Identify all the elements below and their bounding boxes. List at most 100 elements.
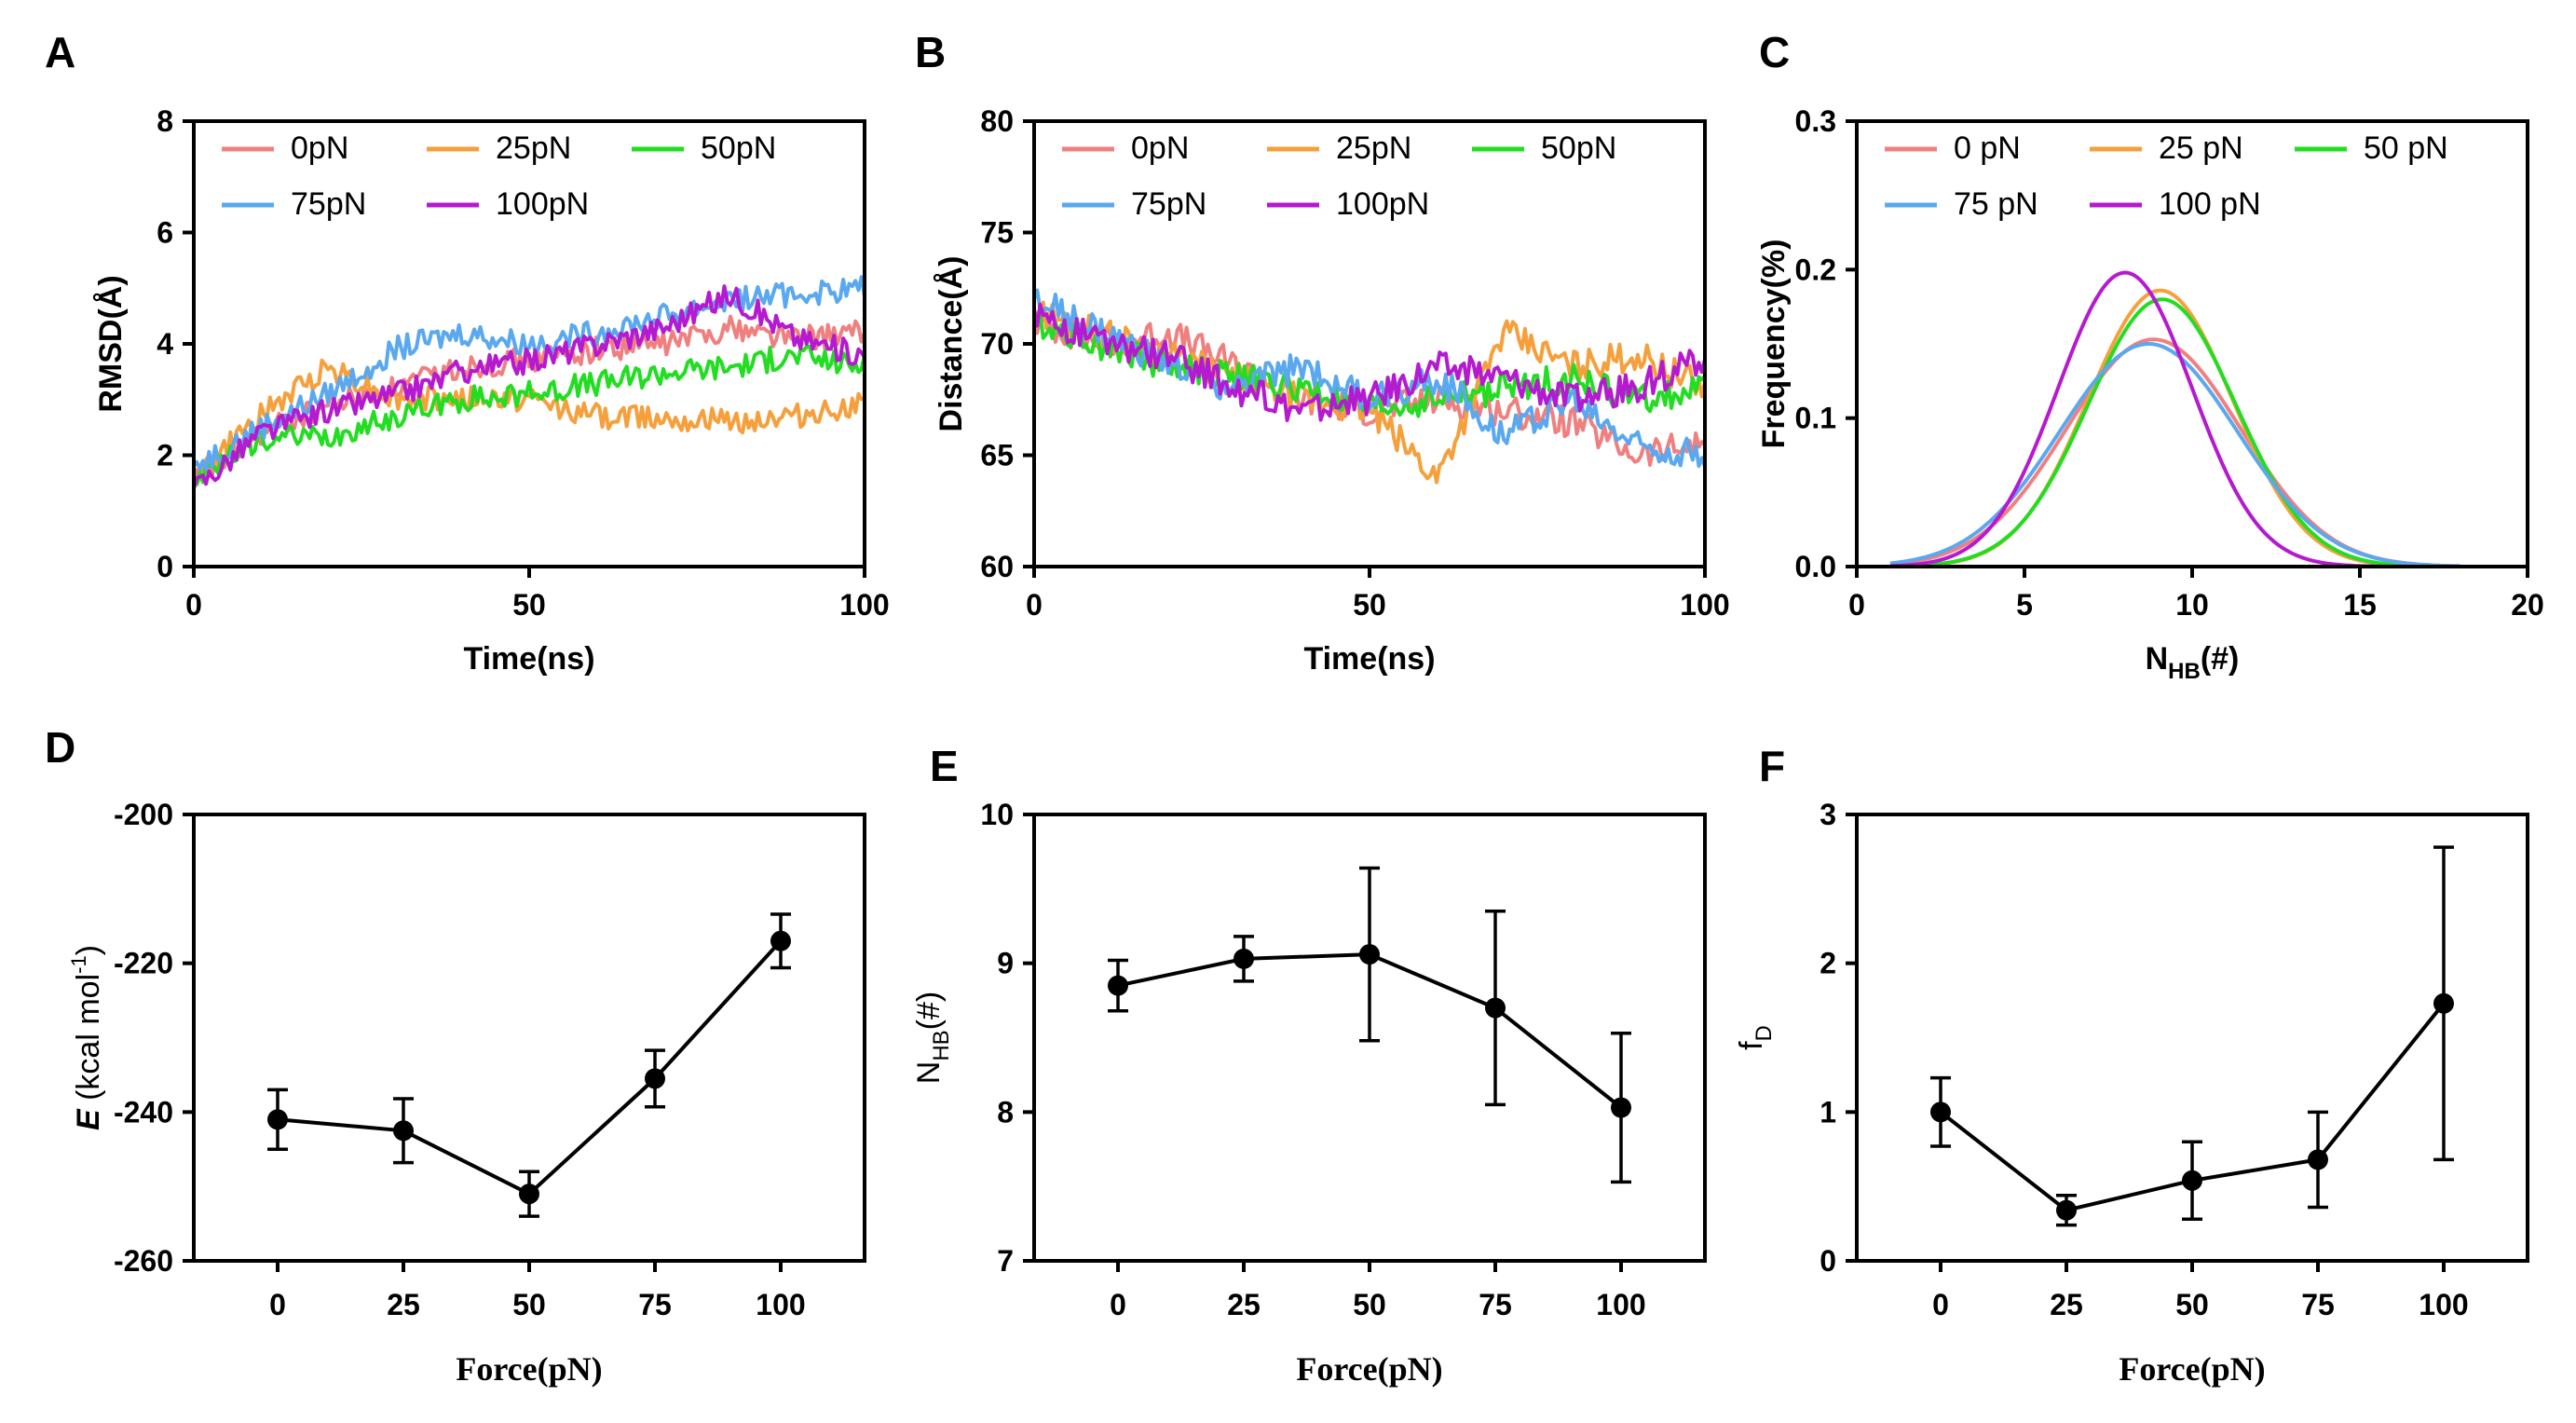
data-point — [519, 1184, 539, 1205]
x-tick-label: 20 — [2511, 588, 2544, 622]
y-tick-label: 0.2 — [1795, 253, 1836, 286]
series-line-25 — [192, 358, 865, 486]
panel-letter-e: E — [930, 742, 959, 790]
data-point — [2308, 1149, 2328, 1170]
y-tick-label: 7 — [997, 1244, 1014, 1278]
y-tick-label: 6 — [157, 216, 173, 250]
x-tick-label: 25 — [1227, 1288, 1261, 1321]
y-axis-label: Distance(Å) — [934, 256, 969, 432]
legend-label: 25pN — [1336, 130, 1411, 166]
y-tick-label: 1 — [1820, 1095, 1836, 1129]
legend-label: 0pN — [291, 130, 348, 166]
y-tick-label: 0.0 — [1795, 550, 1836, 583]
y-tick-label: 4 — [157, 327, 173, 361]
y-tick-label: 75 — [980, 216, 1014, 250]
x-tick-label: 75 — [638, 1288, 672, 1321]
y-tick-label: -260 — [114, 1244, 173, 1278]
series-line-50 — [193, 345, 866, 486]
x-axis-label: Time(ns) — [463, 641, 594, 677]
y-axis-label: Frequency(%) — [1756, 239, 1792, 449]
panel-c-frequency-chart: 0 5 10 15 20 0.0 0.1 0.2 0.3 NHB(#) Frequency(%) 0 … — [1756, 104, 2544, 684]
panel-a-rmsd-chart: 0 50 100 0 2 4 6 8 Time(ns) RMSD(Å) 0pN 25pN 50pN 75p… — [93, 104, 890, 677]
x-tick-label: 25 — [387, 1288, 420, 1321]
x-tick-label: 50 — [512, 1288, 546, 1321]
x-tick-label: 15 — [2343, 588, 2377, 622]
y-tick-label: 0 — [157, 550, 173, 583]
y-tick-label: 0.1 — [1795, 402, 1836, 435]
x-tick-label: 100 — [756, 1288, 805, 1321]
legend-label: 100pN — [1336, 186, 1429, 222]
legend-label: 50pN — [701, 130, 776, 166]
y-axis-label: fD — [1734, 1025, 1777, 1050]
legend-label: 100pN — [496, 186, 589, 222]
x-tick-label: 0 — [1848, 588, 1865, 622]
data-point — [2433, 992, 2454, 1014]
y-tick-label: 65 — [980, 439, 1014, 472]
y-tick-label: 0.3 — [1795, 104, 1836, 138]
x-tick-label: 0 — [269, 1288, 286, 1321]
x-tick-label: 0 — [1932, 1288, 1949, 1321]
data-point — [2056, 1199, 2077, 1221]
panel-letter-a: A — [45, 28, 75, 76]
data-line — [277, 939, 783, 1197]
series-line-100 — [1889, 270, 2460, 568]
x-tick-label: 5 — [2016, 588, 2033, 622]
y-tick-label: -240 — [114, 1095, 173, 1129]
panel-e-nhb-chart: 0 25 50 75 100 7 8 9 10 Force(pN) NHB(#) — [911, 798, 1707, 1388]
x-tick-label: 100 — [839, 588, 889, 622]
y-axis-label: E (kcal mol-1) — [67, 945, 106, 1130]
series-line-100 — [192, 284, 866, 489]
x-axis-label: NHB(#) — [2146, 641, 2240, 684]
legend-label: 75 pN — [1954, 186, 2038, 222]
y-tick-label: 2 — [157, 439, 173, 472]
y-tick-label: 60 — [980, 550, 1014, 583]
legend-label: 100 pN — [2159, 186, 2261, 222]
x-tick-label: 75 — [2301, 1288, 2335, 1321]
panel-f-fd-chart: 0 25 50 75 100 0 1 2 3 Force(pN) fD — [1734, 798, 2529, 1388]
legend-label: 50 pN — [2364, 130, 2448, 166]
legend-label: 0pN — [1131, 130, 1189, 166]
x-tick-label: 25 — [2050, 1288, 2083, 1321]
x-tick-label: 100 — [2419, 1288, 2468, 1321]
y-tick-label: 9 — [997, 947, 1014, 980]
series-line-50 — [1889, 297, 2460, 568]
x-tick-label: 50 — [512, 588, 546, 622]
y-tick-label: 70 — [980, 327, 1014, 361]
x-tick-label: 50 — [1353, 588, 1386, 622]
series-line-25 — [1890, 288, 2460, 568]
y-tick-label: 3 — [1820, 798, 1836, 831]
x-tick-label: 10 — [2175, 588, 2209, 622]
data-point — [393, 1120, 414, 1142]
panel-d-energy-chart: 0 25 50 75 100 -260 -240 -220 -200 Force(pN) E (kc… — [67, 798, 866, 1388]
x-tick-label: 0 — [1110, 1288, 1126, 1321]
x-axis-label: Force(pN) — [2119, 1350, 2265, 1388]
data-point — [1930, 1101, 1951, 1123]
y-tick-label: -200 — [114, 798, 173, 831]
series-line-0 — [192, 314, 866, 484]
panel-letter-d: D — [45, 723, 75, 772]
x-tick-label: 75 — [1479, 1288, 1512, 1321]
x-axis-label: Time(ns) — [1303, 641, 1435, 677]
legend-label: 25pN — [496, 130, 571, 166]
y-tick-label: 2 — [1820, 947, 1836, 980]
x-axis-label: Force(pN) — [1296, 1350, 1442, 1388]
legend-label: 75pN — [291, 186, 366, 222]
x-tick-label: 0 — [185, 588, 202, 622]
x-tick-label: 100 — [1680, 588, 1729, 622]
y-tick-label: 80 — [980, 104, 1014, 138]
data-point — [645, 1068, 665, 1089]
y-axis-label: RMSD(Å) — [93, 275, 129, 412]
data-point — [1233, 948, 1254, 969]
legend-label: 75pN — [1131, 186, 1206, 222]
series-line-0 — [1032, 311, 1707, 467]
series-line-75 — [192, 275, 866, 472]
series-line-25 — [1032, 300, 1707, 485]
panel-letter-c: C — [1759, 28, 1790, 76]
y-tick-label: 10 — [980, 798, 1014, 831]
x-tick-label: 100 — [1596, 1288, 1645, 1321]
data-point — [2182, 1170, 2202, 1191]
y-tick-label: 0 — [1820, 1244, 1836, 1278]
panel-b-distance-chart: 0 50 100 60 65 70 75 80 Time(ns) Distance(Å) 0pN 25… — [934, 104, 1730, 677]
data-point — [770, 930, 791, 951]
